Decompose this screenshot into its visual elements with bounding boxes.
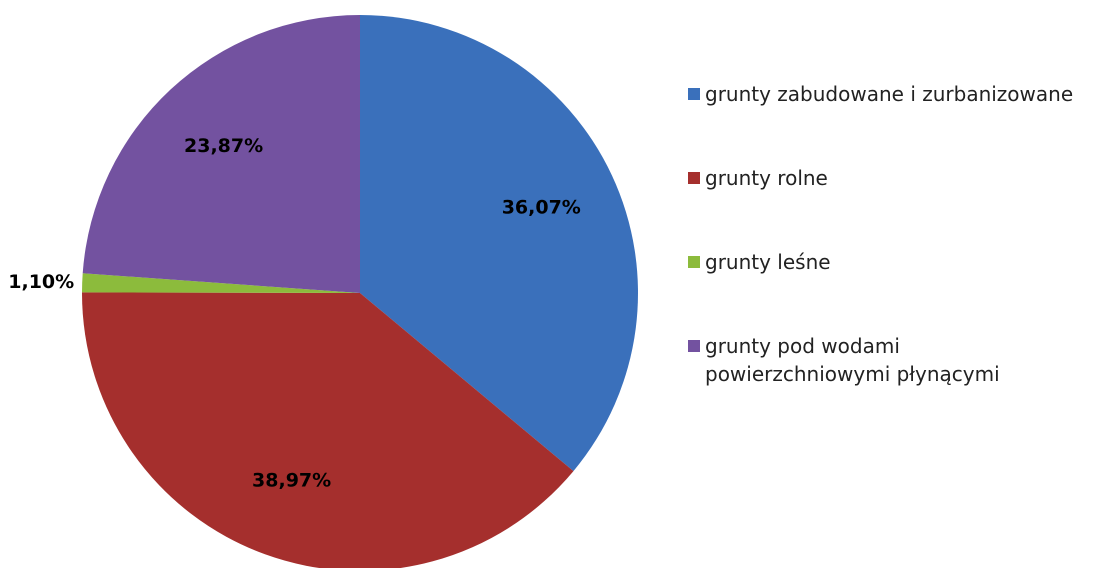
- legend-label: grunty rolne: [705, 166, 828, 190]
- legend-item: grunty rolne: [688, 164, 1073, 248]
- legend-swatch: [688, 340, 700, 352]
- pie-slice: [82, 15, 360, 293]
- legend-item: grunty zabudowane i zurbanizowane: [688, 80, 1073, 164]
- data-label: 23,87%: [184, 135, 263, 157]
- legend-item: grunty leśne: [688, 248, 1073, 332]
- data-label: 38,97%: [252, 470, 331, 492]
- data-label: 1,10%: [8, 271, 74, 293]
- legend-swatch: [688, 256, 700, 268]
- legend-swatch: [688, 88, 700, 100]
- legend-label: grunty leśne: [705, 250, 831, 274]
- legend-item: grunty pod wodami powierzchniowymi płyną…: [688, 332, 1073, 416]
- legend-label: grunty zabudowane i zurbanizowane: [705, 82, 1074, 106]
- pie-slice: [82, 292, 574, 568]
- legend: grunty zabudowane i zurbanizowane grunty …: [688, 80, 1073, 416]
- legend-swatch: [688, 172, 700, 184]
- legend-label: grunty pod wodami powierzchniowymi płyną…: [705, 334, 1000, 386]
- pie-slice: [360, 15, 639, 472]
- data-label: 36,07%: [502, 197, 581, 219]
- pie-slice: [82, 273, 360, 293]
